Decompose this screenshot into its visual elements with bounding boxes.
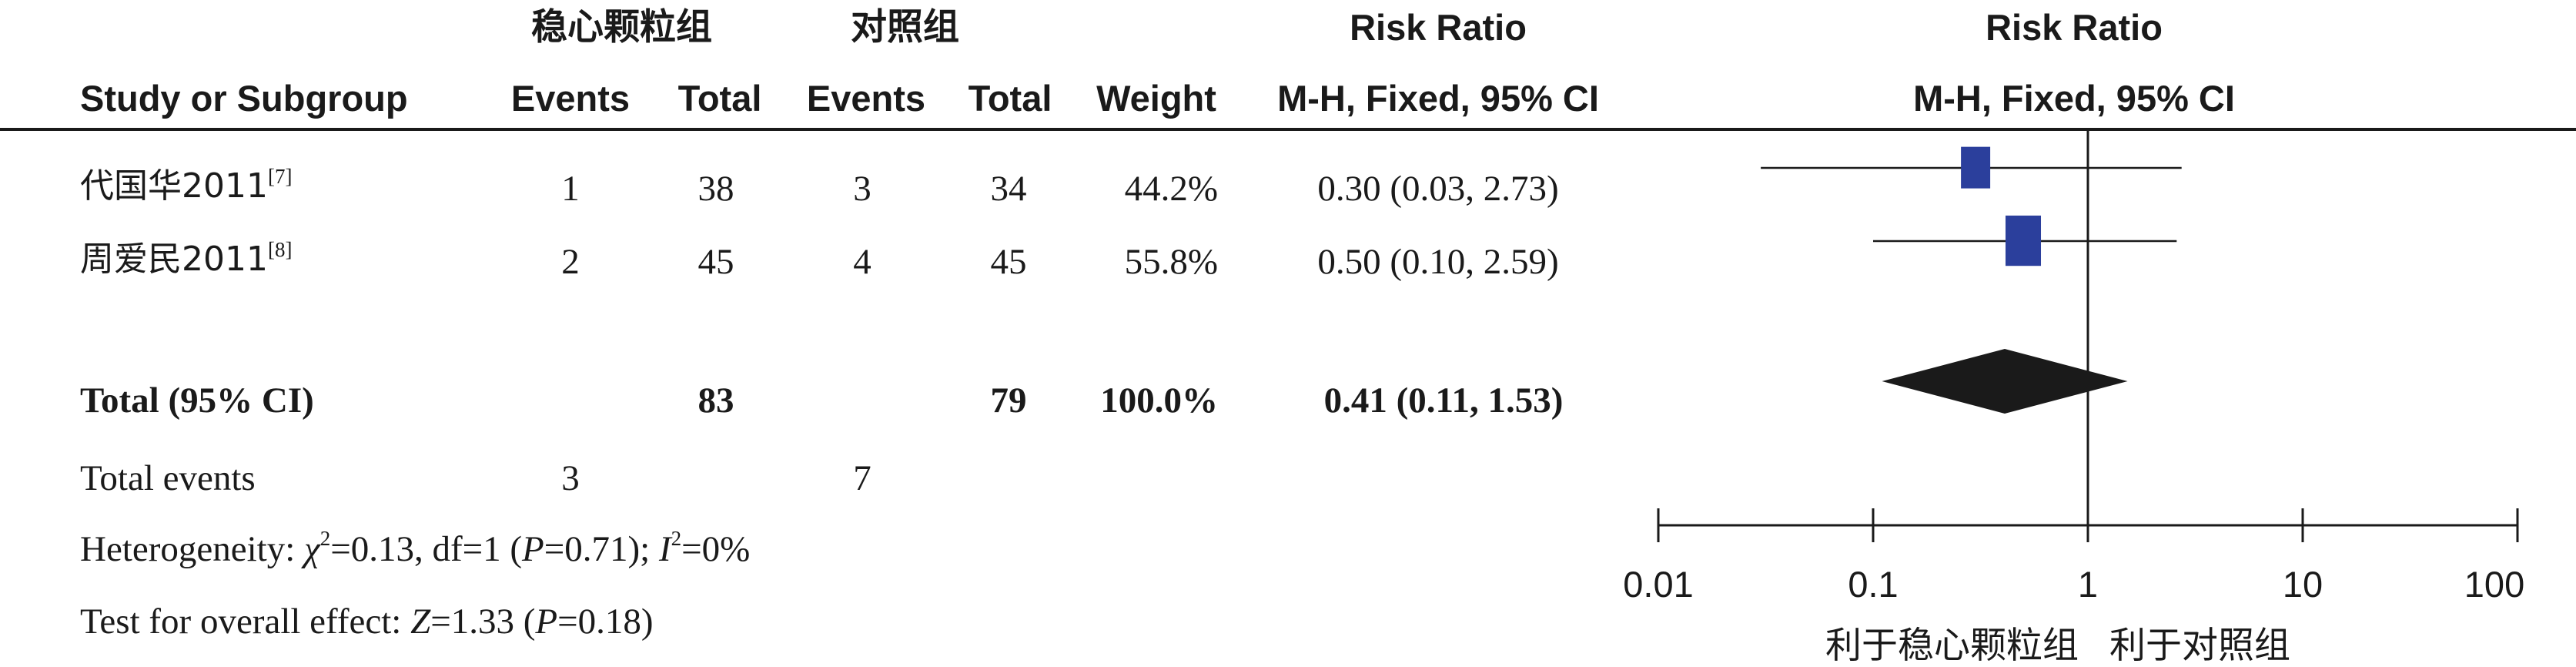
risk-ratio-title: Risk Ratio [1350, 7, 1527, 48]
study-column-header: Study or Subgroup [80, 78, 408, 119]
events-treatment-cell: 2 [561, 242, 580, 282]
total-treatment-header: Total [677, 78, 762, 119]
total-treatment-sum: 83 [698, 380, 734, 421]
pooled-estimate-diamond [1882, 349, 2128, 414]
heterogeneity-stats: Heterogeneity: χ2=0.13, df=1 (P=0.71); I… [80, 527, 751, 569]
events-control-header: Events [806, 78, 926, 119]
plot-method: M-H, Fixed, 95% CI [1913, 78, 2235, 119]
plot-title: Risk Ratio [1986, 7, 2163, 48]
total-events-label: Total events [80, 458, 256, 498]
point-estimate-marker [1961, 146, 1991, 189]
total-weight: 100.0% [1100, 380, 1218, 421]
ci-cell: 0.30 (0.03, 2.73) [1317, 169, 1559, 209]
total-label: Total (95% CI) [80, 380, 314, 421]
total-events-control: 7 [853, 458, 871, 498]
ci-cell: 0.50 (0.10, 2.59) [1317, 242, 1559, 282]
events-treatment-header: Events [510, 78, 631, 119]
study-name: 周爱民2011[8] [80, 238, 293, 279]
risk-ratio-method: M-H, Fixed, 95% CI [1277, 78, 1599, 119]
total-control-cell: 34 [990, 169, 1027, 209]
total-treatment-cell: 45 [698, 242, 734, 282]
axis-tick-label: 0.01 [1623, 564, 1694, 605]
overall-effect-test: Test for overall effect: Z=1.33 (P=0.18) [80, 602, 654, 642]
header-divider [0, 128, 2576, 131]
axis-tick-label: 0.1 [1848, 564, 1899, 605]
treatment-group-header: 稳心颗粒组 [531, 6, 712, 49]
point-estimate-marker [2006, 215, 2042, 266]
favours-treatment-label: 利于稳心颗粒组 [1825, 625, 2079, 667]
events-control-cell: 4 [853, 242, 871, 282]
weight-header: Weight [1096, 78, 1216, 119]
total-events-treatment: 3 [561, 458, 580, 498]
axis-tick-label: 1 [2077, 564, 2099, 605]
total-control-sum: 79 [990, 380, 1027, 421]
total-treatment-cell: 38 [698, 169, 734, 209]
events-treatment-cell: 1 [561, 169, 580, 209]
axis-tick-label: 10 [2282, 564, 2323, 605]
study-name: 代国华2011[7] [80, 165, 293, 206]
total-control-cell: 45 [990, 242, 1027, 282]
favours-control-label: 利于对照组 [2109, 625, 2290, 667]
control-group-header: 对照组 [851, 6, 959, 49]
weight-cell: 55.8% [1124, 242, 1218, 282]
total-control-header: Total [968, 78, 1052, 119]
events-control-cell: 3 [853, 169, 871, 209]
total-ci: 0.41 (0.11, 1.53) [1323, 380, 1564, 421]
weight-cell: 44.2% [1124, 169, 1218, 209]
axis-tick-label: 100 [2464, 564, 2525, 605]
